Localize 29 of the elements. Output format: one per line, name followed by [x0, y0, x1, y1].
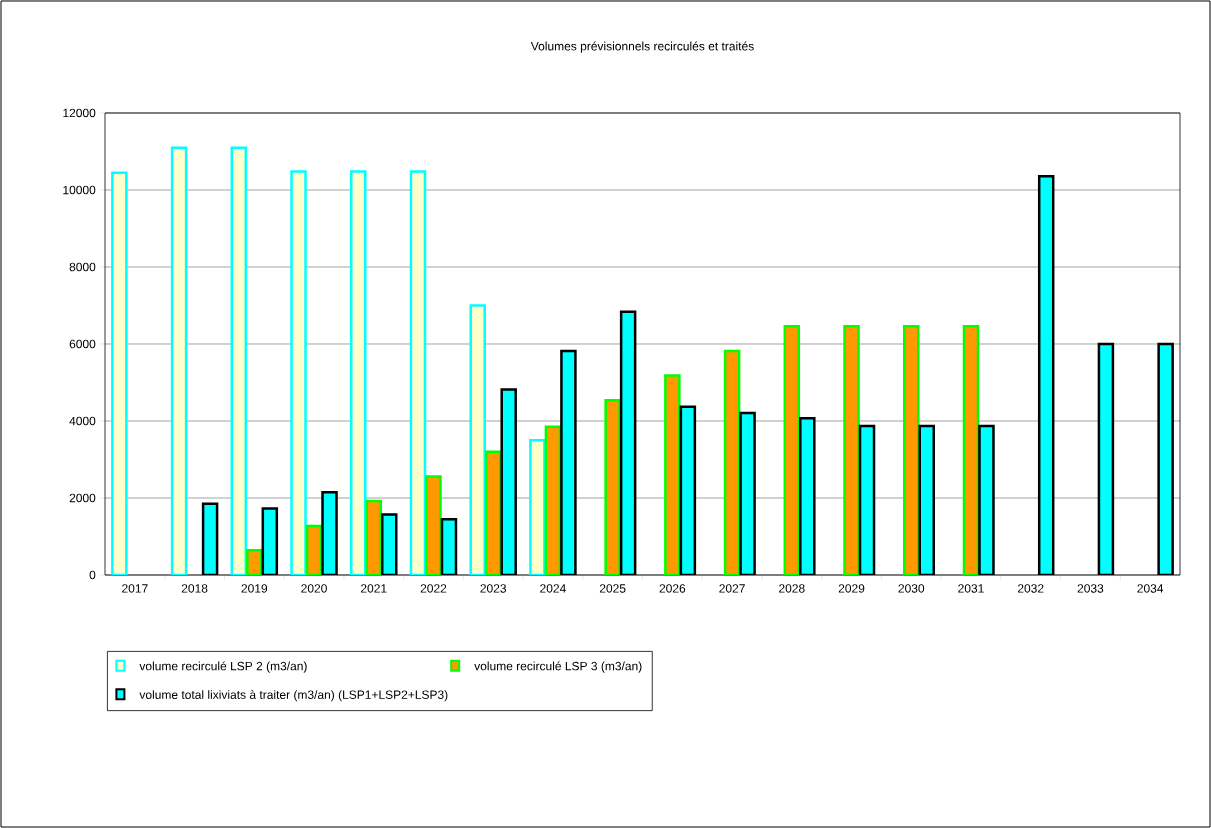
x-tick-label: 2033 — [1077, 584, 1104, 593]
x-tick-label: 2026 — [659, 584, 686, 593]
y-tick-label: 4000 — [69, 416, 96, 426]
y-tick-label: 0 — [89, 570, 96, 580]
x-tick-label: 2024 — [540, 584, 566, 593]
y-tick-label: 10000 — [63, 185, 96, 195]
y-tick-label: 2000 — [69, 493, 96, 503]
y-tick-label: 12000 — [63, 108, 96, 118]
x-tick-label: 2017 — [122, 584, 148, 593]
x-tick-label: 2030 — [898, 584, 925, 593]
x-tick-label: 2019 — [241, 584, 268, 593]
x-tick-label: 2029 — [838, 584, 865, 593]
x-tick-label: 2025 — [599, 584, 626, 593]
legend-label: volume recirculé LSP 3 (m3/an) — [474, 661, 642, 673]
legend-label: volume recirculé LSP 2 (m3/an) — [139, 661, 307, 673]
legend-label: volume total lixiviats à traiter (m3/an) (LSP1+LSP2+LSP3) — [139, 690, 448, 702]
x-tick-label: 2034 — [1137, 584, 1164, 593]
x-tick-label: 2023 — [480, 584, 507, 593]
y-tick-label: 8000 — [69, 262, 96, 272]
chart-title: Volumes prévisionnels recirculés et traités — [530, 41, 754, 53]
x-tick-label: 2032 — [1017, 584, 1044, 593]
x-tick-label: 2031 — [958, 584, 984, 593]
x-tick-label: 2027 — [719, 584, 745, 593]
y-tick-label: 6000 — [69, 339, 96, 349]
x-tick-label: 2018 — [181, 584, 208, 593]
x-tick-label: 2021 — [361, 584, 387, 593]
x-tick-label: 2020 — [301, 584, 327, 593]
x-tick-label: 2028 — [779, 584, 805, 593]
x-tick-label: 2022 — [420, 584, 447, 593]
